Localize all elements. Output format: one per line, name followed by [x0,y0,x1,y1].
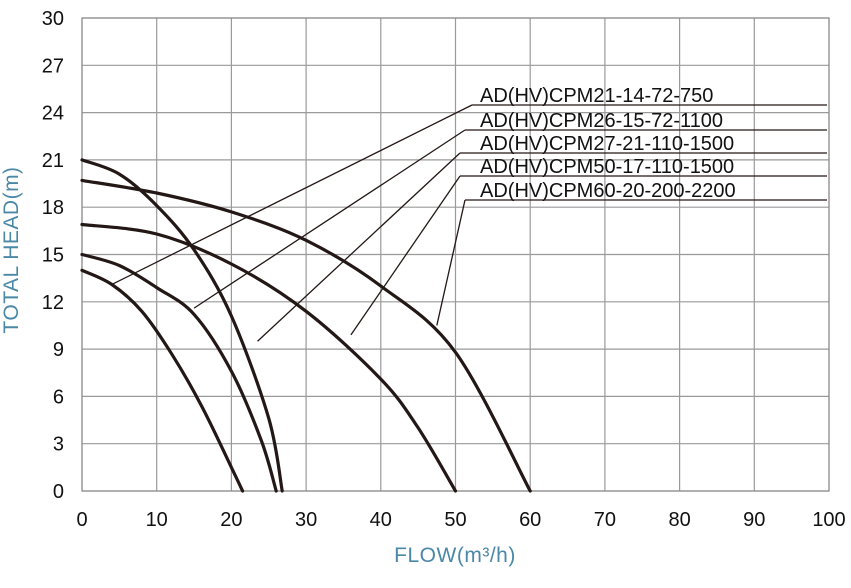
legend-entry-3: AD(HV)CPM27-21-110-1500 [480,133,734,155]
y-tick-label: 21 [42,150,64,172]
y-tick-label: 18 [42,197,64,219]
y-tick-label: 27 [42,55,64,77]
legend: AD(HV)CPM21-14-72-750 AD(HV)CPM26-15-72-1… [480,85,736,202]
y-tick-label: 6 [53,386,64,408]
leader-line-2 [193,129,466,309]
leader-line-3 [257,152,461,342]
y-axis-ticks: 0 3 6 9 12 15 18 21 24 27 30 [42,8,64,503]
leader-line-5 [436,199,466,326]
y-tick-label: 12 [42,292,64,314]
series-curve-4 [80,222,458,493]
series-curve-3 [80,158,284,493]
x-tick-label: 60 [519,509,541,531]
leader-line-1 [111,104,473,286]
legend-entry-5: AD(HV)CPM60-20-200-2200 [480,180,736,202]
y-tick-label: 24 [42,103,64,125]
y-axis-title: TOTAL HEAD(m) [0,166,23,333]
x-tick-label: 20 [220,509,242,531]
x-tick-label: 80 [668,509,690,531]
leader-line-4 [350,175,461,336]
y-tick-label: 30 [42,8,64,30]
x-tick-label: 30 [295,509,317,531]
x-tick-label: 0 [76,509,87,531]
legend-entry-4: AD(HV)CPM50-17-110-1500 [480,156,734,178]
y-tick-label: 3 [53,434,64,456]
series-curve-2 [80,252,278,493]
x-tick-label: 90 [743,509,765,531]
x-tick-label: 10 [146,509,168,531]
y-tick-label: 9 [53,339,64,361]
grid [81,17,830,492]
legend-entry-2: AD(HV)CPM26-15-72-1100 [480,110,723,132]
y-tick-label: 15 [42,245,64,267]
y-tick-label: 0 [53,481,64,503]
x-axis-ticks: 0 10 20 30 40 50 60 70 80 90 100 [76,509,845,531]
series-curve-5 [80,178,532,493]
x-tick-label: 100 [812,509,845,531]
series-curve-1 [80,268,245,493]
x-axis-title: FLOW(m³/h) [394,544,516,567]
x-tick-label: 70 [594,509,616,531]
legend-leaders [111,104,827,342]
legend-entry-1: AD(HV)CPM21-14-72-750 [480,85,713,107]
curves [80,158,532,493]
x-tick-label: 50 [444,509,466,531]
x-tick-label: 40 [370,509,392,531]
